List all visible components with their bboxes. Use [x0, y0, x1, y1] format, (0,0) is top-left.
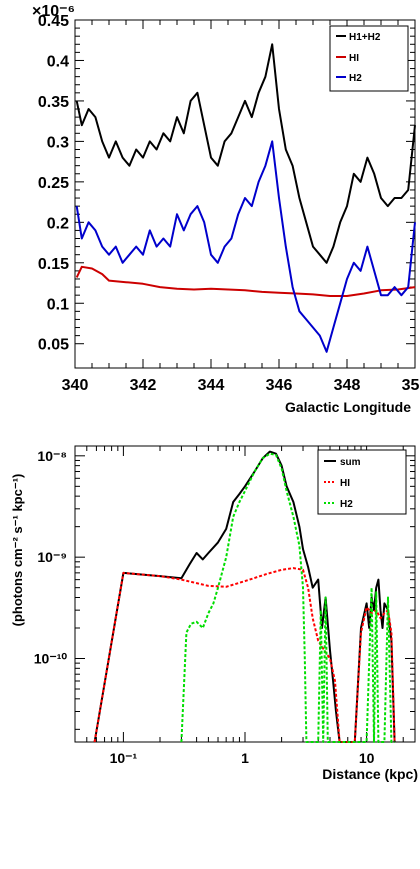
legend-label-h2: H2 [340, 499, 353, 510]
y-tick-label: 0.45 [38, 13, 69, 30]
legend-label-h1h2: H1+H2 [349, 32, 381, 43]
legend-label-h2: H2 [349, 73, 362, 84]
x-tick-label: 350 [402, 377, 420, 394]
distance-profile-chart: 10⁻¹⁰ 10⁻⁹ 10⁻⁸ 10⁻¹ 1 10 (photons cm⁻² s⁻¹ … [10, 445, 418, 782]
y-tick-label: 0.05 [38, 337, 69, 354]
legend: sum HI H2 [317, 449, 407, 515]
legend-label-sum: sum [340, 457, 361, 468]
legend-box [317, 449, 407, 515]
series-group [75, 43, 416, 353]
series-line-hi [75, 265, 416, 297]
x-tick-label: 340 [62, 377, 89, 394]
series-line-h2 [75, 140, 416, 353]
y-tick-label: 10⁻¹⁰ [34, 651, 68, 667]
y-tick-label: 0.3 [47, 134, 69, 151]
y-tick-label: 0.1 [47, 296, 69, 313]
y-multiplier-label: ×10⁻⁶ [32, 3, 75, 20]
y-tick-label: 0.15 [38, 256, 69, 273]
legend-label-hi: HI [349, 53, 359, 64]
y-axis: 10⁻¹⁰ 10⁻⁹ 10⁻⁸ [34, 448, 415, 730]
y-tick-label: 0.35 [38, 94, 69, 111]
x-axis-title: Galactic Longitude [285, 399, 411, 415]
series-group [93, 450, 396, 743]
legend-label-hi: HI [340, 478, 350, 489]
series-line-sum [93, 450, 396, 743]
y-axis-title: (photons cm⁻² s⁻¹ kpc⁻¹) [10, 474, 25, 627]
x-tick-label: 348 [334, 377, 361, 394]
y-axis: 0.05 0.1 0.15 0.2 0.25 0.3 0.35 0.4 0.45 [38, 13, 415, 354]
series-line-h1-h2 [75, 43, 416, 264]
x-tick-label: 10⁻¹ [110, 750, 138, 766]
x-tick-label: 344 [198, 377, 225, 394]
series-line-h2 [180, 452, 395, 743]
y-tick-label: 0.4 [47, 53, 69, 70]
x-axis: 340 342 344 346 348 350 [62, 20, 420, 394]
y-tick-label: 10⁻⁸ [37, 448, 67, 464]
y-tick-label: 10⁻⁹ [37, 549, 67, 565]
x-tick-label: 1 [241, 750, 249, 766]
longitude-profile-chart: 0.050.10.150.20.250.30.350.40.45 340 342 3… [32, 3, 420, 415]
y-tick-label: 0.25 [38, 175, 69, 192]
x-tick-label: 342 [130, 377, 157, 394]
y-tick-label: 0.2 [47, 215, 69, 232]
legend: H1+H2 HI H2 [329, 25, 409, 92]
x-tick-label: 346 [266, 377, 293, 394]
x-axis-title: Distance (kpc) [322, 766, 418, 782]
x-tick-label: 10 [359, 750, 375, 766]
series-line-hi [93, 567, 396, 743]
